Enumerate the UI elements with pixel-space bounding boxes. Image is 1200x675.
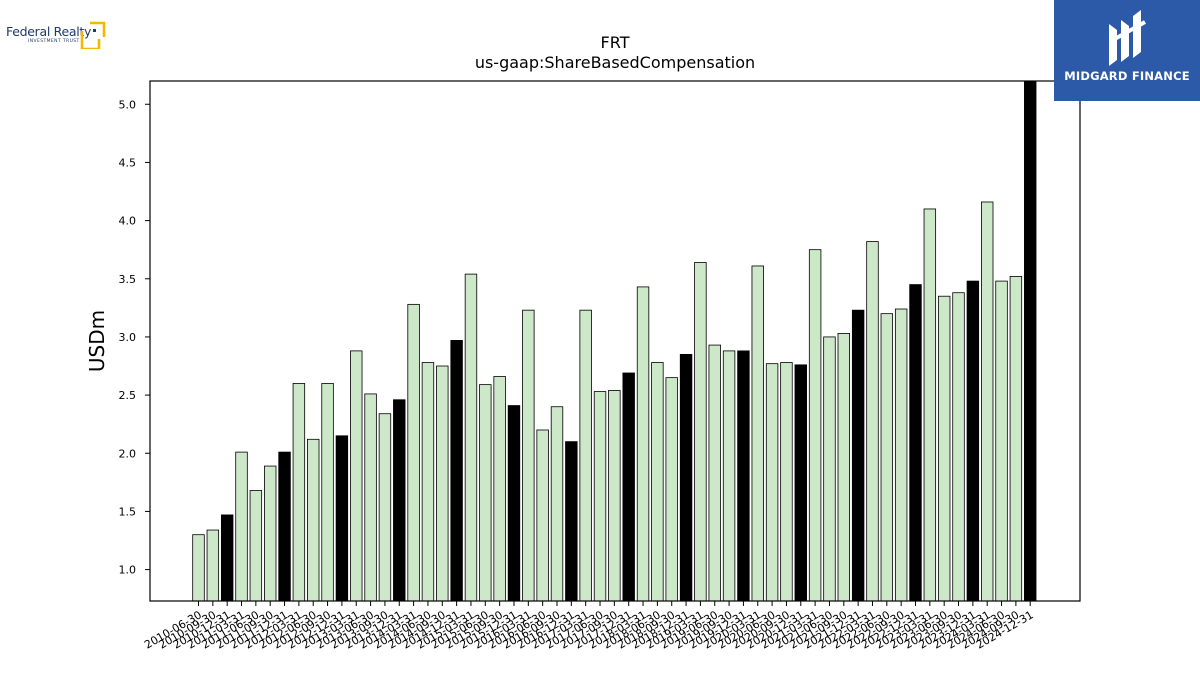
chart-subtitle: us-gaap:ShareBasedCompensation [475,53,755,72]
bar-2018-12-31 [679,353,693,602]
bar-2010-09-30 [206,529,220,602]
bar-2023-12-31 [966,280,980,602]
federal-realty-logo: Federal Realty INVESTMENT TRUST [4,16,116,52]
bar-2017-06-30 [593,391,607,602]
frt-square-icon [80,21,106,49]
bar-2018-06-30 [651,362,664,602]
bar-2010-12-31 [220,514,234,602]
bar-2024-03-31 [981,201,994,602]
bar-2020-12-31 [794,364,807,602]
bar-2017-12-31 [622,372,635,602]
bar-2013-09-30 [378,413,392,602]
bar-2012-06-30 [307,438,320,602]
y-axis-label: USDm [85,310,109,372]
bar-2015-09-30 [493,376,506,602]
y-tick-label: 2.5 [119,389,137,402]
y-tick-label: 4.5 [119,156,137,169]
bar-2015-06-30 [479,384,492,602]
company-subtitle: INVESTMENT TRUST [28,39,80,44]
bar-2017-09-30 [608,390,621,602]
bar-2014-06-30 [421,362,435,602]
y-tick-label: 3.0 [119,331,137,344]
y-tick-label: 2.0 [119,447,137,460]
midgard-finance-logo: MIDGARD FINANCE [1054,0,1200,101]
bar-2021-06-30 [823,336,836,602]
midgard-m-icon [1109,10,1146,66]
y-tick-label: 1.5 [119,505,137,518]
y-tick-label: 3.5 [119,273,137,286]
bar-2022-12-31 [909,284,922,602]
bars-group [192,80,1037,602]
y-tick-label: 4.0 [119,215,137,228]
bar-2014-09-30 [436,365,449,602]
bar-2013-03-31 [350,350,363,602]
bar-2016-03-31 [522,309,535,602]
bar-2021-03-31 [808,249,822,602]
bar-2020-06-30 [765,363,779,602]
bar-2010-06-30 [192,534,205,602]
bar-2019-09-30 [722,350,736,602]
bar-2011-06-30 [249,490,263,602]
bar-2019-03-31 [694,262,707,602]
bar-2024-12-31 [1024,80,1037,602]
bar-2015-03-31 [464,273,478,602]
bar-2013-12-31 [393,399,406,602]
bar-2014-12-31 [450,340,463,602]
bar-2022-09-30 [894,308,908,602]
company-name: Federal Realty [6,24,92,39]
bar-2012-09-30 [321,383,334,602]
bar-2023-06-30 [937,295,951,602]
bar-2019-06-30 [708,344,721,602]
bar-2012-12-31 [335,435,349,602]
bar-2022-03-31 [866,241,879,602]
bar-2013-06-30 [364,393,377,602]
y-tick-label: 1.0 [119,564,137,577]
bar-2018-03-31 [636,286,650,602]
bar-2024-06-30 [995,280,1008,602]
bar-2017-03-31 [579,309,592,602]
bar-2021-12-31 [851,309,865,602]
bar-2019-12-31 [737,350,750,602]
chart-title: FRT [601,33,630,52]
bar-2020-09-30 [780,362,793,602]
bar-2011-12-31 [278,451,291,602]
plot-frame [149,80,1081,602]
bar-2014-03-31 [407,303,420,602]
bar-2023-09-30 [952,292,965,602]
bar-2011-09-30 [263,465,277,602]
x-axis: 2010-06-302010-09-302010-12-312011-03-31… [142,601,1036,652]
y-axis: 1.0 1.5 2.0 2.5 3.0 3.5 4.0 4.5 5.0 [119,98,150,577]
brand-name: MIDGARD FINANCE [1064,69,1190,83]
bar-2015-12-31 [507,405,521,602]
bar-2016-09-30 [550,406,564,602]
bar-2012-03-31 [292,383,306,602]
bar-2020-03-31 [751,265,764,602]
bar-2021-09-30 [837,333,851,602]
bar-2024-09-30 [1009,276,1023,602]
bar-2011-03-31 [235,451,248,602]
bar-2016-12-31 [565,441,578,602]
bar-2018-09-30 [665,377,678,602]
bar-2022-06-30 [880,313,894,602]
bar-2023-03-31 [923,208,937,602]
y-tick-label: 5.0 [119,98,137,111]
bar-2016-06-30 [536,429,549,602]
